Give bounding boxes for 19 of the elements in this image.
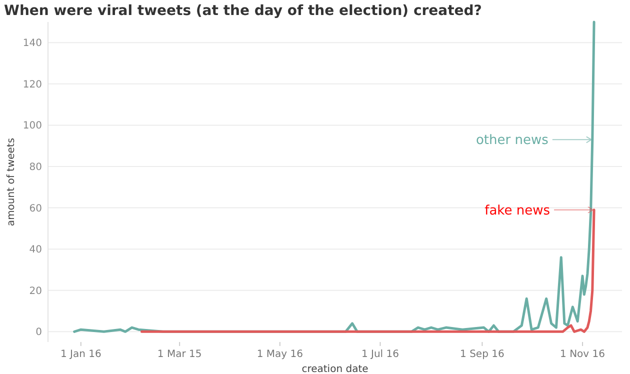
y-tick-label: 120 — [22, 79, 42, 90]
x-tick-label: 1 May 16 — [256, 349, 303, 360]
y-tick-label: 20 — [29, 286, 42, 297]
y-tick-label: 80 — [29, 162, 42, 174]
x-tick-label: 1 Jul 16 — [361, 349, 399, 360]
y-axis-title: amount of tweets — [6, 138, 17, 226]
x-tick-label: 1 Sep 16 — [460, 349, 504, 360]
y-tick-label: 0 — [36, 327, 42, 338]
legend-label: other news — [476, 133, 549, 148]
x-tick-label: 1 Mar 15 — [157, 349, 202, 360]
x-tick-label: 1 Jan 16 — [60, 349, 102, 360]
chart-title: When were viral tweets (at the day of the election) created? — [4, 3, 482, 19]
x-axis-title: creation date — [302, 364, 368, 374]
y-tick-label: 140 — [22, 38, 42, 50]
y-tick-label: 60 — [29, 203, 42, 214]
y-tick-label: 100 — [22, 120, 42, 132]
x-tick-label: 1 Nov 16 — [560, 349, 606, 360]
legend-label: fake news — [484, 203, 550, 218]
y-tick-label: 40 — [29, 244, 42, 256]
